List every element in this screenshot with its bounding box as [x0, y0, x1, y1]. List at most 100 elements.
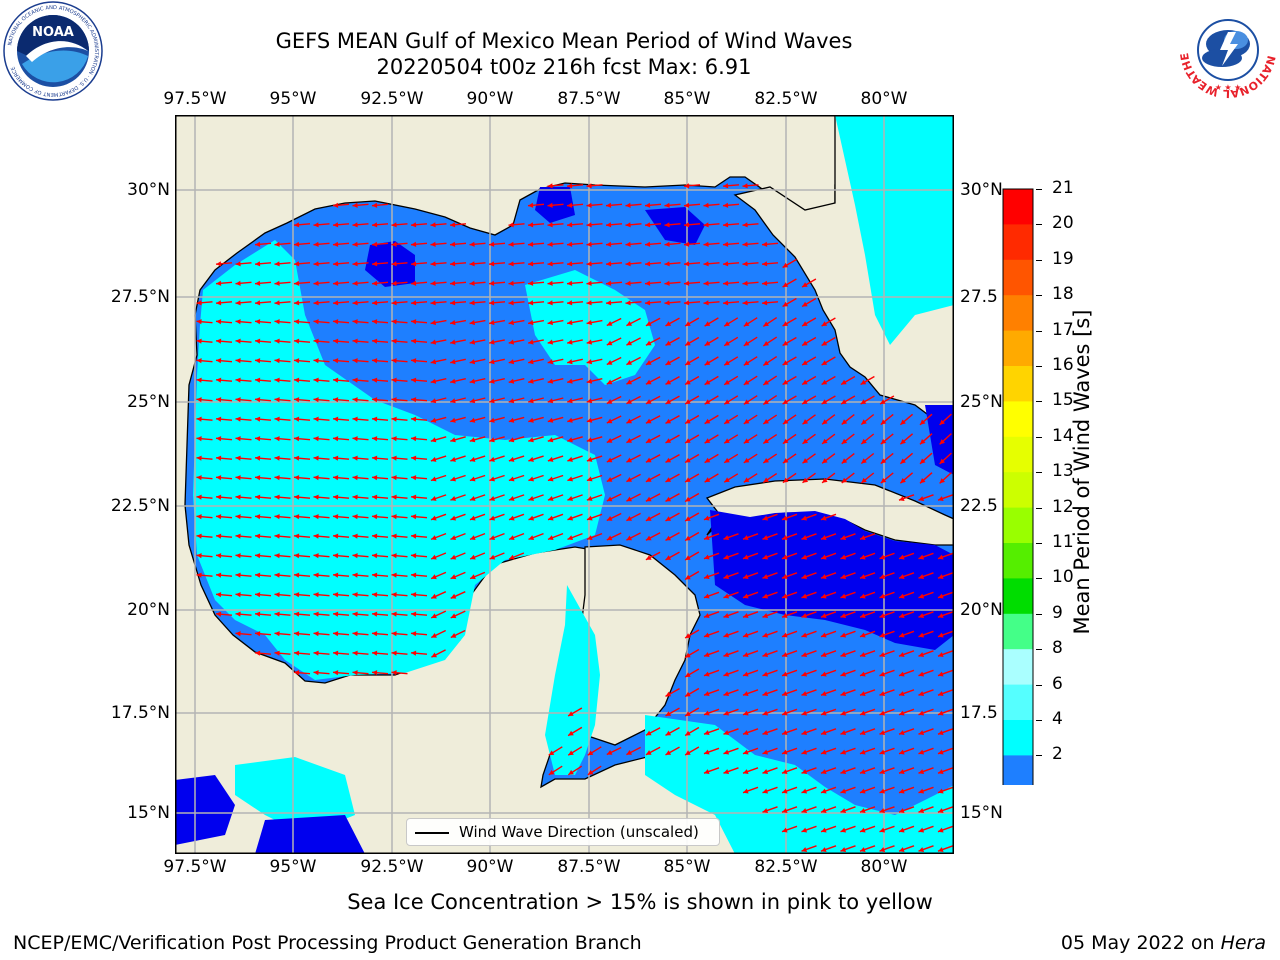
wave-direction-arrowhead	[547, 300, 553, 306]
wave-direction-arrowhead	[801, 847, 808, 852]
wave-direction-arrowhead	[216, 280, 222, 286]
wave-direction-arrowhead	[587, 769, 594, 775]
lat-tick-label: 25°N	[127, 392, 170, 412]
wave-direction-arrowhead	[430, 398, 437, 404]
wave-direction-arrowhead	[547, 222, 553, 228]
wave-direction-arrowhead	[294, 553, 300, 559]
wave-direction-arrowhead	[587, 535, 593, 540]
wave-direction-arrowhead	[723, 183, 729, 189]
wave-direction-arrowhead	[645, 360, 652, 365]
wave-direction-arrowhead	[274, 611, 280, 617]
wave-direction-arrowhead	[861, 458, 867, 464]
colorbar-segment	[1003, 436, 1033, 473]
wave-direction-arrowhead	[860, 613, 866, 618]
wave-direction-arrowhead	[450, 535, 457, 540]
lat-tick-label: 17.5	[960, 703, 998, 723]
wave-direction-arrowhead	[586, 496, 593, 501]
wave-direction-arrowhead	[606, 300, 612, 306]
colorbar-tick-label: 19	[1052, 248, 1074, 269]
wave-direction-arrowhead	[469, 437, 476, 443]
wave-direction-arrowhead	[879, 769, 886, 774]
wave-direction-arrowhead	[665, 477, 672, 482]
wave-direction-arrowhead	[313, 377, 319, 383]
wave-direction-arrowhead	[528, 456, 534, 462]
wave-direction-arrowhead	[235, 436, 241, 442]
wave-direction-arrowhead	[723, 710, 730, 716]
wave-direction-arrowhead	[626, 360, 632, 365]
wave-direction-arrowhead	[840, 769, 847, 774]
wave-direction-arrowhead	[880, 419, 887, 425]
wave-direction-arrowhead	[450, 359, 456, 365]
wave-direction-arrowhead	[216, 514, 222, 520]
wave-direction-arrowhead	[586, 241, 592, 247]
lon-tick-label: 87.5°W	[557, 89, 621, 109]
wave-direction-arrowhead	[196, 338, 202, 344]
lon-tick-label: 85°W	[663, 89, 711, 109]
wave-direction-arrowhead	[821, 399, 828, 404]
wave-direction-arrowhead	[685, 730, 691, 736]
wave-direction-arrowhead	[274, 631, 280, 637]
wave-direction-arrowhead	[431, 633, 437, 638]
wave-direction-arrowhead	[372, 533, 378, 539]
wave-direction-arrowhead	[547, 378, 554, 384]
wave-direction-arrowhead	[723, 593, 730, 599]
wave-direction-arrowhead	[606, 379, 613, 385]
wave-direction-arrowhead	[723, 691, 730, 696]
wave-direction-arrowhead	[333, 280, 339, 286]
wave-direction-arrowhead	[762, 808, 769, 813]
wave-direction-arrowhead	[372, 338, 378, 344]
wave-direction-arrowhead	[372, 455, 378, 461]
wave-direction-arrowhead	[294, 280, 300, 286]
wave-direction-arrowhead	[391, 631, 397, 637]
wave-direction-arrowhead	[313, 611, 319, 617]
wave-direction-arrowhead	[762, 593, 769, 599]
wave-direction-arrowhead	[664, 222, 670, 228]
wave-direction-arrowhead	[313, 631, 319, 637]
wave-direction-arrowhead	[547, 241, 553, 247]
wave-direction-arrowhead	[313, 358, 319, 364]
wave-direction-arrowhead	[918, 808, 925, 813]
wave-direction-arrowhead	[235, 280, 241, 286]
lon-tick-label: 97.5°W	[163, 89, 227, 109]
wave-direction-arrowhead	[821, 788, 827, 794]
colorbar-tick-mark	[1036, 401, 1042, 403]
wave-direction-arrowhead	[821, 749, 827, 755]
wave-direction-arrowhead	[860, 808, 866, 813]
wave-direction-arrowhead	[918, 632, 925, 638]
wave-direction-arrowhead	[508, 339, 515, 345]
wave-direction-arrowhead	[508, 398, 515, 404]
wave-direction-arrowhead	[489, 261, 495, 267]
wave-direction-arrowhead	[762, 515, 769, 521]
wave-direction-arrowhead	[391, 436, 397, 442]
wave-direction-arrowhead	[294, 494, 300, 500]
wave-direction-arrowhead	[586, 183, 592, 189]
wave-direction-arrowhead	[411, 416, 417, 422]
wave-direction-arrowhead	[450, 241, 456, 247]
wave-direction-arrowhead	[664, 280, 670, 286]
wave-direction-arrowhead	[920, 419, 926, 425]
wave-direction-arrowhead	[235, 494, 241, 500]
wave-direction-arrowhead	[704, 515, 710, 521]
wave-direction-arrowhead	[704, 438, 711, 444]
wave-direction-arrowhead	[216, 436, 222, 442]
wave-direction-arrowhead	[372, 475, 378, 481]
wave-direction-arrowhead	[704, 535, 710, 540]
colorbar-segment	[1003, 259, 1033, 296]
wave-direction-arrowhead	[547, 183, 553, 189]
wave-direction-arrowhead	[411, 397, 417, 403]
wave-direction-arrowhead	[567, 241, 573, 247]
wave-direction-arrowhead	[235, 377, 241, 383]
wave-direction-arrowhead	[782, 515, 788, 521]
wave-direction-arrowhead	[879, 749, 886, 755]
wave-direction-arrowhead	[431, 535, 437, 540]
wave-direction-arrowhead	[235, 319, 241, 325]
wave-direction-arrowhead	[743, 477, 750, 483]
wave-direction-arrowhead	[704, 399, 711, 405]
wave-direction-arrowhead	[196, 300, 202, 306]
wave-direction-arrowhead	[547, 261, 553, 267]
wave-direction-arrowhead	[294, 572, 300, 578]
wave-direction-arrowhead	[723, 280, 729, 286]
wave-direction-arrowhead	[333, 650, 339, 656]
wave-direction-arrowhead	[782, 340, 789, 346]
wave-direction-arrowhead	[216, 494, 222, 500]
